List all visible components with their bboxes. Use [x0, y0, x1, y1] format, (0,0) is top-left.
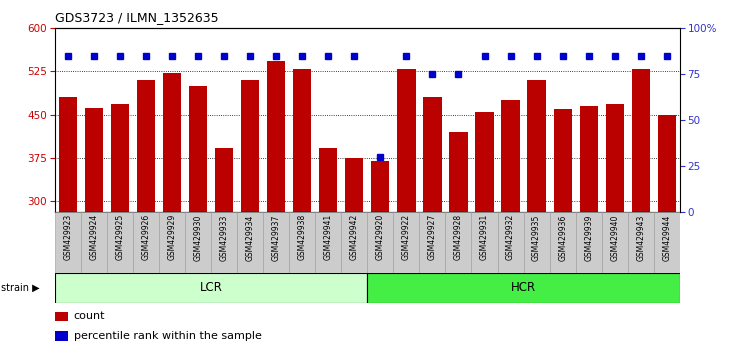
Bar	[420, 212, 445, 273]
Text: GSM429929: GSM429929	[167, 214, 176, 261]
Text: strain ▶: strain ▶	[1, 282, 40, 293]
Bar	[133, 212, 159, 273]
Bar	[263, 212, 289, 273]
Text: GDS3723 / ILMN_1352635: GDS3723 / ILMN_1352635	[55, 11, 219, 24]
Text: GSM429936: GSM429936	[558, 214, 567, 261]
Text: GSM429940: GSM429940	[610, 214, 619, 261]
Bar	[445, 212, 471, 273]
Bar	[85, 108, 103, 212]
Text: GSM429943: GSM429943	[636, 214, 645, 261]
Text: LCR: LCR	[200, 281, 222, 294]
Text: GSM429941: GSM429941	[324, 214, 333, 261]
Text: percentile rank within the sample: percentile rank within the sample	[74, 331, 262, 341]
Bar	[654, 212, 680, 273]
Bar	[163, 73, 181, 212]
Bar	[267, 61, 285, 212]
Text: GSM429931: GSM429931	[480, 214, 489, 261]
Bar	[58, 97, 77, 212]
Bar	[215, 148, 233, 212]
Bar	[475, 112, 493, 212]
Bar	[241, 80, 260, 212]
Bar	[658, 115, 676, 212]
Bar	[550, 212, 576, 273]
Text: GSM429923: GSM429923	[64, 214, 72, 261]
Bar	[211, 212, 237, 273]
Text: GSM429935: GSM429935	[532, 214, 541, 261]
Bar	[111, 104, 129, 212]
Bar	[471, 212, 498, 273]
Bar	[575, 212, 602, 273]
Bar	[371, 161, 390, 212]
Text: GSM429932: GSM429932	[506, 214, 515, 261]
Text: GSM429938: GSM429938	[298, 214, 307, 261]
Bar	[189, 86, 207, 212]
Bar	[55, 273, 367, 303]
Text: GSM429942: GSM429942	[350, 214, 359, 261]
Text: GSM429937: GSM429937	[272, 214, 281, 261]
Bar	[107, 212, 133, 273]
Bar	[523, 212, 550, 273]
Text: GSM429939: GSM429939	[584, 214, 593, 261]
Bar	[367, 273, 680, 303]
Text: GSM429934: GSM429934	[246, 214, 254, 261]
Bar	[345, 158, 363, 212]
Bar	[423, 97, 442, 212]
Bar	[81, 212, 107, 273]
Bar	[237, 212, 263, 273]
Bar	[185, 212, 211, 273]
Bar	[628, 212, 654, 273]
Bar	[55, 212, 81, 273]
Text: GSM429928: GSM429928	[454, 214, 463, 260]
Text: GSM429925: GSM429925	[115, 214, 124, 261]
Bar	[632, 69, 650, 212]
Bar	[605, 104, 624, 212]
Text: GSM429920: GSM429920	[376, 214, 385, 261]
Bar	[501, 100, 520, 212]
Bar	[602, 212, 628, 273]
Bar	[397, 69, 415, 212]
Bar	[580, 106, 598, 212]
Text: GSM429927: GSM429927	[428, 214, 437, 261]
Text: GSM429924: GSM429924	[89, 214, 99, 261]
Text: GSM429926: GSM429926	[142, 214, 151, 261]
Text: GSM429944: GSM429944	[662, 214, 671, 261]
Text: GSM429933: GSM429933	[219, 214, 229, 261]
Bar	[528, 80, 546, 212]
Bar	[315, 212, 341, 273]
Bar	[341, 212, 367, 273]
Bar	[159, 212, 185, 273]
Bar	[553, 109, 572, 212]
Text: GSM429930: GSM429930	[194, 214, 202, 261]
Bar	[289, 212, 315, 273]
Text: count: count	[74, 312, 105, 321]
Bar	[393, 212, 420, 273]
Text: GSM429922: GSM429922	[402, 214, 411, 260]
Text: HCR: HCR	[511, 281, 536, 294]
Bar	[367, 212, 393, 273]
Bar	[450, 132, 468, 212]
Bar	[293, 69, 311, 212]
Bar	[498, 212, 523, 273]
Bar	[137, 80, 155, 212]
Bar	[319, 148, 338, 212]
